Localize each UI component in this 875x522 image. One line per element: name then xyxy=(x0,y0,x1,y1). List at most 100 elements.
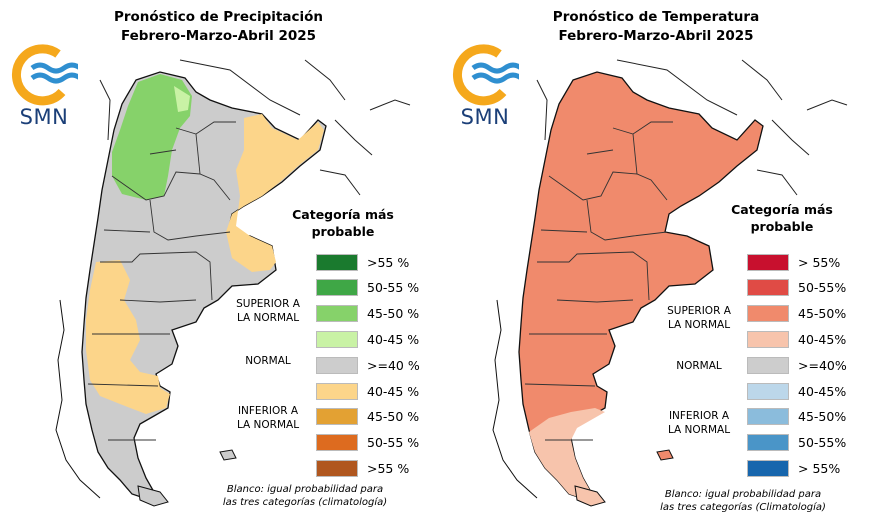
legend-swatch xyxy=(747,253,789,271)
temp-group-superior-line1: SUPERIOR A xyxy=(667,305,731,317)
temperature-title-line2: Febrero-Marzo-Abril 2025 xyxy=(558,28,754,44)
legend-label: 40-45 % xyxy=(367,331,420,347)
legend-label: 45-50% xyxy=(798,306,847,322)
temperature-legend-title: Categoría más probable xyxy=(727,201,837,235)
precip-group-inferior: INFERIOR A LA NORMAL xyxy=(228,404,308,432)
legend-item: 45-50% xyxy=(747,305,846,323)
legend-swatch xyxy=(316,330,358,348)
precipitation-legend-title-line1: Categoría más xyxy=(292,207,394,222)
precip-light-green-area xyxy=(174,86,190,112)
legend-label: 50-55% xyxy=(798,280,847,296)
precip-group-superior-line1: SUPERIOR A xyxy=(236,298,300,310)
precip-group-superior: SUPERIOR A LA NORMAL xyxy=(228,297,308,325)
legend-item: 40-45% xyxy=(747,330,846,348)
temperature-legend-title-line2: probable xyxy=(750,219,814,234)
legend-label: >=40 % xyxy=(367,357,420,373)
neighbor-borders xyxy=(99,59,411,196)
temperature-title-line1: Pronóstico de Temperatura xyxy=(552,9,760,25)
temp-light-area-south xyxy=(529,408,605,500)
legend-swatch xyxy=(316,279,358,297)
legend-label: 40-45 % xyxy=(367,383,420,399)
legend-item: 50-55 % xyxy=(316,279,419,297)
legend-item: > 55% xyxy=(747,459,840,477)
smn-logo: SMN xyxy=(10,44,82,134)
temp-group-inferior: INFERIOR A LA NORMAL xyxy=(659,409,739,437)
legend-item: 45-50 % xyxy=(316,408,419,426)
precipitation-map xyxy=(55,59,411,507)
temperature-panel: Pronóstico de Temperatura Febrero-Marzo-… xyxy=(437,0,875,522)
legend-swatch xyxy=(747,279,789,297)
legend-swatch xyxy=(316,253,358,271)
legend-label: 50-55% xyxy=(798,435,847,451)
legend-label: > 55% xyxy=(798,254,841,270)
legend-swatch xyxy=(316,434,358,452)
legend-swatch xyxy=(316,305,358,323)
legend-swatch xyxy=(747,434,789,452)
legend-label: 45-50 % xyxy=(367,306,420,322)
legend-swatch xyxy=(316,356,358,374)
temp-group-superior-line2: LA NORMAL xyxy=(667,319,731,331)
legend-label: 45-50 % xyxy=(367,409,420,425)
temperature-note: Blanco: igual probabilidad para las tres… xyxy=(645,488,841,514)
tierra-del-fuego xyxy=(137,485,169,507)
legend-label: 45-50% xyxy=(798,409,847,425)
neighbor-borders xyxy=(536,59,848,196)
province-borders xyxy=(524,121,673,441)
legend-item: >55 % xyxy=(316,253,409,271)
legend-label: 40-45% xyxy=(798,331,847,347)
legend-label: >55 % xyxy=(367,254,410,270)
precipitation-title-line1: Pronóstico de Precipitación xyxy=(113,9,324,25)
temperature-note-line1: Blanco: igual probabilidad para xyxy=(664,489,822,500)
legend-item: 40-45% xyxy=(747,382,846,400)
legend-swatch xyxy=(316,408,358,426)
legend-item: 50-55% xyxy=(747,279,846,297)
legend-label: >=40% xyxy=(798,357,847,373)
smn-logo-text: SMN xyxy=(19,105,69,129)
malvinas xyxy=(219,449,237,461)
legend-item: >=40% xyxy=(747,356,847,374)
legend-label: >55 % xyxy=(367,460,410,476)
legend-swatch xyxy=(747,459,789,477)
temp-group-normal: NORMAL xyxy=(676,360,722,372)
legend-item: 40-45 % xyxy=(316,382,419,400)
temp-group-inferior-line1: INFERIOR A xyxy=(668,410,730,422)
legend-swatch xyxy=(316,459,358,477)
precip-above-normal-area xyxy=(112,74,192,200)
precipitation-note-line2: las tres categorías (climatología) xyxy=(222,497,388,508)
legend-label: 40-45% xyxy=(798,383,847,399)
legend-item: >=40 % xyxy=(316,356,420,374)
legend-item: > 55% xyxy=(747,253,840,271)
precipitation-note: Blanco: igual probabilidad para las tres… xyxy=(212,483,398,509)
legend-swatch xyxy=(747,305,789,323)
smn-logo: SMN xyxy=(451,44,523,134)
temp-group-superior: SUPERIOR A LA NORMAL xyxy=(659,304,739,332)
precipitation-title: Pronóstico de Precipitación Febrero-Marz… xyxy=(0,8,437,46)
precip-group-superior-line2: LA NORMAL xyxy=(236,312,300,324)
precipitation-title-line2: Febrero-Marzo-Abril 2025 xyxy=(120,28,317,44)
legend-item: 50-55 % xyxy=(316,434,419,452)
smn-logo-icon xyxy=(11,44,82,106)
legend-label: 50-55 % xyxy=(367,280,420,296)
temperature-note-line2: las tres categorías (Climatología) xyxy=(660,502,826,513)
province-borders xyxy=(87,121,236,441)
legend-swatch xyxy=(747,356,789,374)
precip-group-inferior-line2: LA NORMAL xyxy=(236,419,300,431)
precip-below-normal-south xyxy=(86,260,170,414)
temp-group-inferior-line2: LA NORMAL xyxy=(667,424,731,436)
argentina-outline xyxy=(518,71,764,501)
legend-swatch xyxy=(316,382,358,400)
malvinas xyxy=(656,449,674,461)
legend-swatch xyxy=(747,330,789,348)
precipitation-legend-title-line2: probable xyxy=(311,224,375,239)
legend-item: 45-50% xyxy=(747,408,846,426)
legend-item: 45-50 % xyxy=(316,305,419,323)
precipitation-panel: Pronóstico de Precipitación Febrero-Marz… xyxy=(0,0,437,522)
legend-swatch xyxy=(747,382,789,400)
temperature-legend-title-line1: Categoría más xyxy=(731,202,833,217)
legend-item: >55 % xyxy=(316,459,409,477)
precipitation-note-line1: Blanco: igual probabilidad para xyxy=(226,484,384,495)
smn-logo-text: SMN xyxy=(460,105,510,129)
tierra-del-fuego xyxy=(574,485,606,507)
legend-label: 50-55 % xyxy=(367,435,420,451)
legend-label: > 55% xyxy=(798,460,841,476)
